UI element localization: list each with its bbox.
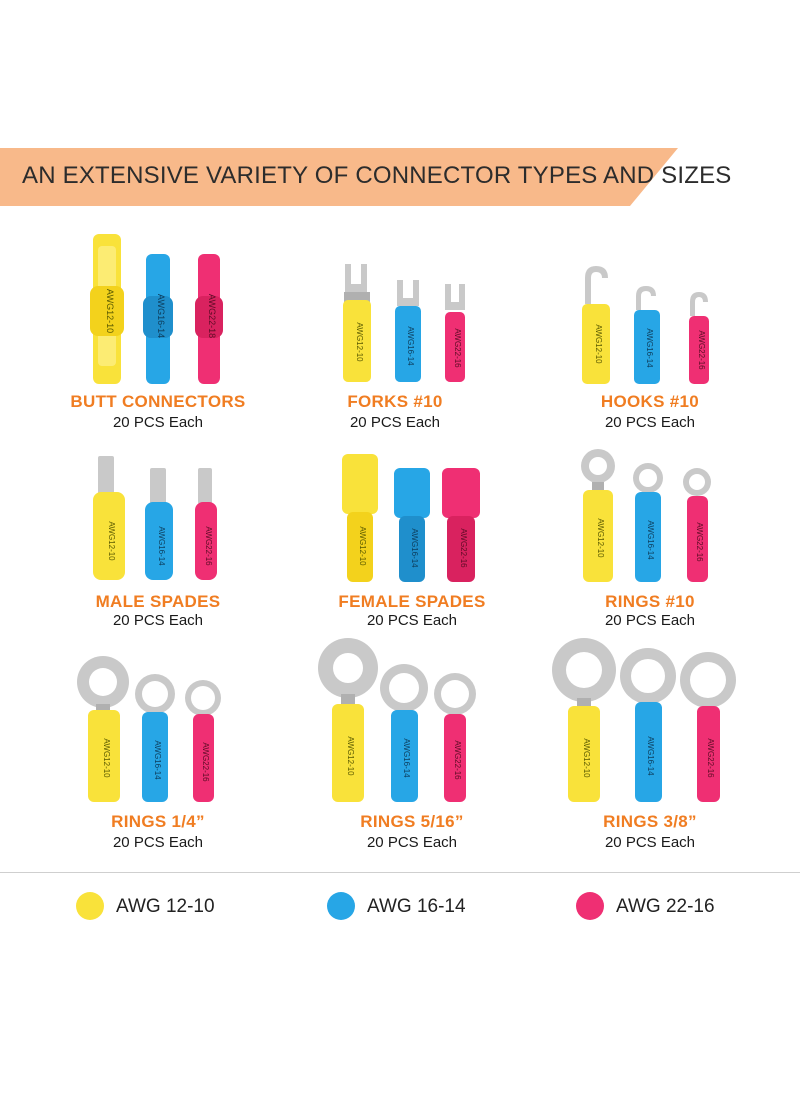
product-name: FEMALE SPADES (338, 592, 486, 611)
awg-marking: AWG16-14 (646, 520, 655, 560)
fork-terminal-icon: AWG12-10 AWG16-14 AWG22-16 (343, 264, 465, 382)
awg-marking: AWG22-16 (201, 742, 210, 782)
awg-marking: AWG12-10 (358, 526, 367, 566)
product-name: RINGS 5/16” (360, 812, 464, 831)
awg-marking: AWG16-14 (410, 528, 419, 568)
product-qty: 20 PCS Each (112, 834, 204, 851)
ring-terminal-icon: AWG12-10 AWG16-14 AWG22-16 (318, 638, 476, 802)
product-qty: 20 PCS Each (112, 612, 204, 629)
divider (0, 872, 800, 873)
product-qty: 20 PCS Each (366, 834, 458, 851)
product-name: RINGS 3/8” (603, 812, 697, 831)
awg-marking: AWG16-14 (646, 736, 655, 776)
pink-dot-icon (576, 892, 604, 920)
product-rings-10: AWG12-10 AWG16-14 AWG22-16 RINGS #10 20 … (530, 426, 770, 646)
product-rings-3-8: AWG12-10 AWG16-14 AWG22-16 RINGS 3/8” 20… (530, 636, 770, 856)
legend-label: AWG 16-14 (367, 896, 466, 917)
awg-marking: AWG22-16 (453, 328, 462, 368)
awg-marking: AWG12-10 (107, 521, 116, 561)
awg-marking: AWG12-10 (582, 738, 591, 778)
product-qty: 20 PCS Each (604, 612, 696, 629)
yellow-dot-icon (76, 892, 104, 920)
awg-marking: AWG16-14 (402, 738, 411, 778)
product-name: HOOKS #10 (600, 392, 700, 411)
legend-label: AWG 12-10 (116, 896, 215, 917)
awg-marking: AWG16-14 (156, 294, 166, 338)
legend-label: AWG 22-16 (616, 896, 715, 917)
product-qty: 20 PCS Each (604, 834, 696, 851)
female-spade-icon: AWG12-10 AWG16-14 AWG22-16 (342, 454, 480, 582)
awg-marking: AWG16-14 (406, 326, 415, 366)
awg-marking: AWG12-10 (346, 736, 355, 776)
product-name: MALE SPADES (95, 592, 221, 611)
product-butt-connectors: AWG12-10 AWG16-14 AWG22-18 BUTT CONNECTO… (38, 226, 278, 446)
header-banner: AN EXTENSIVE VARIETY OF CONNECTOR TYPES … (0, 148, 731, 206)
product-qty: 20 PCS Each (349, 414, 441, 431)
product-name: BUTT CONNECTORS (70, 392, 246, 411)
awg-marking: AWG22-16 (706, 738, 715, 778)
awg-marking: AWG16-14 (645, 328, 654, 368)
product-name: RINGS #10 (605, 592, 695, 611)
product-hooks: AWG12-10 AWG16-14 AWG22-16 HOOKS #10 20 … (530, 226, 770, 446)
blue-dot-icon (327, 892, 355, 920)
product-rings-1-4: AWG12-10 AWG16-14 AWG22-16 RINGS 1/4” 20… (38, 640, 278, 860)
product-forks: AWG12-10 AWG16-14 AWG22-16 FORKS #10 20 … (275, 226, 515, 446)
awg-marking: AWG22-16 (204, 526, 213, 566)
product-qty: 20 PCS Each (604, 414, 696, 431)
ring-terminal-icon: AWG12-10 AWG16-14 AWG22-16 (552, 638, 736, 802)
product-name: FORKS #10 (347, 392, 443, 411)
awg-marking: AWG16-14 (157, 526, 166, 566)
awg-marking: AWG12-10 (596, 518, 605, 558)
product-female-spades: AWG12-10 AWG16-14 AWG22-16 FEMALE SPADES… (292, 426, 532, 646)
awg-marking: AWG12-10 (594, 324, 603, 364)
product-rings-5-16: AWG12-10 AWG16-14 AWG22-16 RINGS 5/16” 2… (292, 636, 532, 856)
awg-marking: AWG16-14 (153, 740, 162, 780)
awg-marking: AWG22-16 (453, 740, 462, 780)
awg-marking: AWG12-10 (102, 738, 111, 778)
male-spade-icon: AWG12-10 AWG16-14 AWG22-16 (93, 456, 217, 580)
ring-terminal-icon: AWG12-10 AWG16-14 AWG22-16 (581, 449, 711, 582)
awg-marking: AWG22-16 (459, 528, 468, 568)
product-qty: 20 PCS Each (112, 414, 204, 431)
product-male-spades: AWG12-10 AWG16-14 AWG22-16 MALE SPADES 2… (38, 426, 278, 646)
awg-marking: AWG12-10 (355, 322, 364, 362)
hook-terminal-icon: AWG12-10 AWG16-14 AWG22-16 (582, 266, 709, 384)
awg-marking: AWG22-18 (207, 294, 217, 338)
ring-terminal-icon: AWG12-10 AWG16-14 AWG22-16 (77, 656, 221, 802)
banner-arrow-shape (0, 148, 678, 206)
product-name: RINGS 1/4” (111, 812, 205, 831)
awg-marking: AWG22-16 (695, 522, 704, 562)
awg-marking: AWG22-16 (697, 330, 706, 370)
page-title: AN EXTENSIVE VARIETY OF CONNECTOR TYPES … (22, 162, 732, 189)
awg-marking: AWG12-10 (105, 289, 115, 333)
product-qty: 20 PCS Each (366, 612, 458, 629)
butt-connector-icon: AWG12-10 AWG16-14 AWG22-18 (90, 234, 223, 384)
